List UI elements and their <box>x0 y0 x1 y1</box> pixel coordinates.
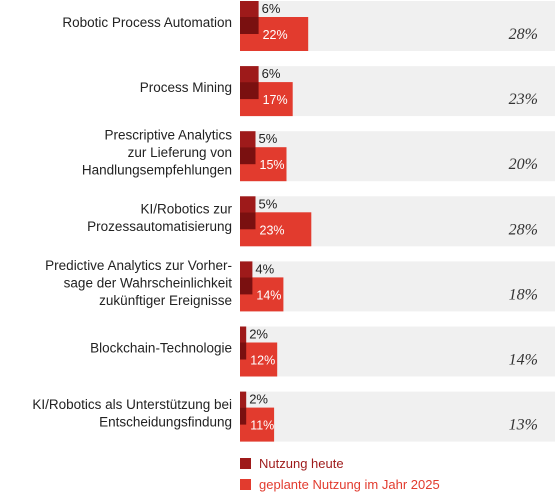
category-label: Predictive Analytics zur Vorher-sage der… <box>45 258 232 308</box>
bar-overlap <box>240 17 259 34</box>
legend-swatch <box>240 479 251 490</box>
legend-item: geplante Nutzung im Jahr 2025 <box>240 477 440 492</box>
data-label-total: 14% <box>509 352 538 369</box>
category-label: Process Mining <box>140 80 232 95</box>
category-label: Robotic Process Automation <box>62 15 232 30</box>
bar-overlap <box>240 407 247 425</box>
data-label-heute: 2% <box>249 327 268 342</box>
data-label-2025: 22% <box>263 28 288 42</box>
data-label-2025: 11% <box>250 419 274 433</box>
chart-row: 6% 17% 23% Process Mining <box>140 66 555 117</box>
row-band <box>240 131 555 182</box>
data-label-total: 23% <box>509 91 538 108</box>
data-label-total: 28% <box>509 26 538 43</box>
data-label-2025: 23% <box>260 223 285 237</box>
data-label-heute: 4% <box>255 261 274 276</box>
chart-row: 5% 23% 28% KI/Robotics zur Prozessautomatisi… <box>87 196 555 247</box>
bar-overlap <box>240 277 253 295</box>
data-label-heute: 5% <box>259 196 278 211</box>
chart-row: 5% 15% 20% Prescriptive Analytics zur Liefer… <box>82 128 555 182</box>
row-band <box>240 326 555 377</box>
data-label-total: 20% <box>509 156 538 173</box>
data-label-heute: 6% <box>262 66 281 81</box>
chart-row: 6% 22% 28% Robotic Process Automation <box>62 1 555 51</box>
data-label-2025: 12% <box>250 354 275 368</box>
row-band <box>240 391 555 442</box>
data-label-heute: 6% <box>262 1 281 16</box>
data-label-total: 13% <box>509 417 538 434</box>
bar-overlap <box>240 147 256 165</box>
legend-item: Nutzung heute <box>240 456 344 471</box>
data-label-total: 28% <box>509 221 538 238</box>
data-label-2025: 14% <box>256 288 281 302</box>
data-label-2025: 17% <box>263 93 288 107</box>
data-label-total: 18% <box>509 286 538 303</box>
row-band <box>240 261 555 312</box>
data-label-2025: 15% <box>260 158 285 172</box>
category-label: Prescriptive Analytics zur Lieferung von H… <box>82 128 232 178</box>
bar-overlap <box>240 212 256 230</box>
bar-overlap <box>240 82 259 100</box>
chart-legend: Nutzung heute geplante Nutzung im Jahr 20… <box>240 456 440 492</box>
category-label: Blockchain-Technologie <box>90 341 232 356</box>
chart-rows: 6% 22% 28% Robotic Process Automation 6% 17% 2… <box>32 1 555 442</box>
data-label-heute: 2% <box>249 392 268 407</box>
legend-label: geplante Nutzung im Jahr 2025 <box>259 477 440 492</box>
category-label: KI/Robotics zur Prozessautomatisierung <box>87 202 232 235</box>
bar-overlap <box>240 342 247 360</box>
legend-label: Nutzung heute <box>259 456 344 471</box>
category-label: KI/Robotics als Unterstützung bei Entsche… <box>32 397 232 430</box>
chart-row: 2% 11% 13% KI/Robotics als Unterstützung be… <box>32 391 555 442</box>
chart-row: 2% 12% 14% Blockchain-Technologie <box>90 326 555 377</box>
data-label-heute: 5% <box>259 131 278 146</box>
chart-row: 4% 14% 18% Predictive Analytics zur Vorher-… <box>45 258 555 312</box>
legend-swatch <box>240 458 251 469</box>
